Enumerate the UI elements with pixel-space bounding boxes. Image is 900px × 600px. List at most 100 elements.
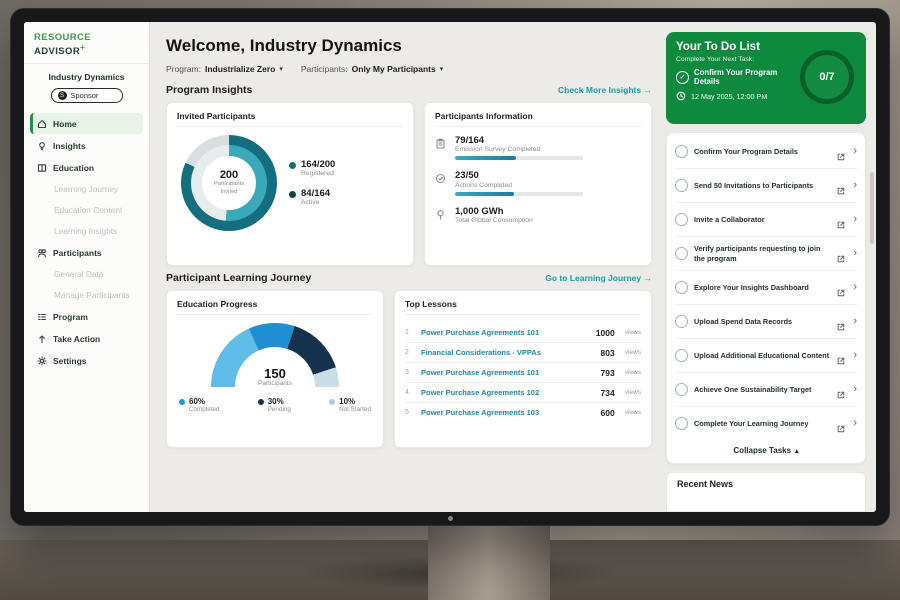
task-row-upload-spend-data[interactable]: Upload Spend Data Records ›: [675, 305, 857, 339]
task-checkbox[interactable]: [675, 383, 688, 396]
task-label: Confirm Your Program Details: [694, 146, 798, 156]
task-row-confirm-program[interactable]: Confirm Your Program Details ›: [675, 135, 857, 169]
donut-center-value: 200: [219, 169, 239, 182]
card-title: Education Progress: [177, 299, 373, 315]
external-link-icon: [837, 182, 845, 194]
task-checkbox[interactable]: [675, 281, 688, 294]
task-checkbox[interactable]: [675, 315, 688, 328]
views-suffix: views: [624, 349, 641, 356]
sidebar-item-label: Insights: [53, 140, 86, 151]
chevron-right-icon[interactable]: ›: [853, 247, 857, 259]
book-icon: [36, 162, 47, 173]
gauge-center: 150 Participants: [211, 367, 339, 387]
sponsor-badge[interactable]: S Sponsor: [50, 88, 123, 104]
chevron-right-icon[interactable]: ›: [853, 383, 857, 395]
todo-next-task[interactable]: ✓ Confirm Your Program Details: [676, 68, 804, 86]
program-filter[interactable]: Program: Industrialize Zero ▾: [166, 64, 283, 74]
learning-journey-header: Participant Learning Journey Go to Learn…: [166, 272, 652, 284]
sidebar-item-take-action[interactable]: Take Action: [30, 328, 143, 349]
lesson-rank: 3: [405, 369, 409, 376]
legend-value: 60%: [189, 397, 206, 406]
stat-value: 1,000 GWh: [455, 205, 504, 217]
lesson-link[interactable]: Power Purchase Agreements 101: [421, 328, 540, 337]
lesson-link[interactable]: Power Purchase Agreements 103: [421, 408, 540, 417]
lesson-row: 5 Power Purchase Agreements 103 600 view…: [405, 403, 641, 422]
lesson-link[interactable]: Power Purchase Agreements 101: [421, 368, 540, 377]
chevron-right-icon[interactable]: ›: [853, 281, 857, 293]
lesson-rank: 1: [405, 329, 409, 336]
chevron-right-icon[interactable]: ›: [853, 315, 857, 327]
todo-subtitle: Complete Your Next Task:: [676, 56, 755, 63]
sidebar-item-label: Home: [53, 118, 77, 129]
todo-panel: Your To Do List Complete Your Next Task:…: [664, 22, 876, 512]
task-checkbox[interactable]: [675, 179, 688, 192]
lesson-link[interactable]: Financial Considerations - VPPAs: [421, 348, 541, 357]
task-checkbox[interactable]: [675, 417, 688, 430]
sidebar-item-manage-participants[interactable]: Manage Participants: [30, 285, 143, 305]
sidebar-item-general-data[interactable]: General Data: [30, 264, 143, 284]
chevron-right-icon[interactable]: ›: [853, 145, 857, 157]
sidebar-item-label: Take Action: [53, 333, 101, 344]
task-row-explore-insights[interactable]: Explore Your Insights Dashboard ›: [675, 271, 857, 305]
sidebar-item-education[interactable]: Education: [30, 157, 143, 178]
section-title: Program Insights: [166, 84, 253, 96]
progress-bar: [455, 156, 583, 161]
main-content: Welcome, Industry Dynamics Program: Indu…: [150, 22, 664, 512]
card-title: Top Lessons: [405, 299, 641, 315]
lesson-link[interactable]: Power Purchase Agreements 102: [421, 388, 540, 397]
participants-filter[interactable]: Participants: Only My Participants ▾: [301, 64, 443, 74]
sidebar-item-program[interactable]: Program: [30, 306, 143, 327]
go-to-learning-journey-link[interactable]: Go to Learning Journey →: [545, 273, 652, 283]
task-row-achieve-sustainability-target[interactable]: Achieve One Sustainability Target ›: [675, 373, 857, 407]
task-row-send-invitations[interactable]: Send 50 Invitations to Participants ›: [675, 169, 857, 203]
task-label: Complete Your Learning Journey: [694, 418, 809, 428]
task-row-verify-participants[interactable]: Verify participants requesting to join t…: [675, 237, 857, 271]
sidebar: RESOURCE ADVISOR+ Industry Dynamics S Sp…: [24, 22, 150, 512]
views-suffix: views: [624, 369, 641, 376]
stat-label: Total Global Consumption: [455, 217, 533, 225]
task-label: Upload Additional Educational Content: [694, 350, 830, 360]
sidebar-item-participants[interactable]: Participants: [30, 242, 143, 263]
scrollbar[interactable]: [870, 172, 874, 244]
chevron-up-icon: ▴: [795, 447, 799, 455]
chevron-right-icon[interactable]: ›: [853, 179, 857, 191]
chevron-right-icon[interactable]: ›: [853, 213, 857, 225]
brand-logo[interactable]: RESOURCE ADVISOR+: [24, 30, 149, 65]
collapse-tasks-button[interactable]: Collapse Tasks ▴: [675, 440, 857, 461]
donut-center: 200 Participants Invited: [202, 156, 256, 210]
task-list-card: Confirm Your Program Details › Send 50 I…: [666, 132, 866, 464]
chevron-right-icon[interactable]: ›: [853, 349, 857, 361]
insights-cards-row: Invited Participants 200 Participants In…: [166, 102, 652, 266]
checklist-icon: [435, 171, 447, 184]
sidebar-item-education-content[interactable]: Education Content: [30, 200, 143, 220]
todo-due-date: 12 May 2025, 12:00 PM: [676, 91, 856, 101]
chevron-right-icon[interactable]: ›: [853, 417, 857, 429]
action-arrow-icon: [36, 333, 47, 344]
task-row-complete-learning-journey[interactable]: Complete Your Learning Journey ›: [675, 407, 857, 440]
check-circle-icon: ✓: [676, 70, 689, 84]
sidebar-item-home[interactable]: Home: [30, 113, 143, 135]
task-checkbox[interactable]: [675, 145, 688, 158]
task-checkbox[interactable]: [675, 349, 688, 362]
task-row-upload-educational-content[interactable]: Upload Additional Educational Content ›: [675, 339, 857, 373]
sidebar-item-label: Participants: [53, 247, 102, 258]
task-label: Achieve One Sustainability Target: [694, 384, 812, 394]
sponsor-icon: S: [57, 91, 67, 101]
external-link-icon: [837, 386, 845, 398]
task-row-invite-collaborator[interactable]: Invite a Collaborator ›: [675, 203, 857, 237]
gauge-value: 150: [264, 366, 286, 381]
sidebar-item-learning-journey[interactable]: Learning Journey: [30, 179, 143, 199]
chevron-down-icon: ▾: [439, 66, 444, 73]
program-filter-value: Industrialize Zero: [204, 64, 276, 74]
sidebar-item-insights[interactable]: Insights: [30, 135, 143, 156]
task-checkbox[interactable]: [675, 247, 688, 260]
legend-value: 84/164: [301, 188, 331, 199]
check-more-insights-link[interactable]: Check More Insights →: [558, 85, 652, 95]
chevron-down-icon: ▾: [279, 66, 283, 73]
participants-filter-label: Participants:: [300, 64, 348, 74]
sponsor-label: Sponsor: [70, 91, 99, 101]
arrow-right-icon: →: [643, 85, 653, 95]
task-checkbox[interactable]: [675, 213, 688, 226]
sidebar-item-learning-insights[interactable]: Learning Insights: [30, 221, 143, 241]
sidebar-item-settings[interactable]: Settings: [30, 350, 143, 371]
